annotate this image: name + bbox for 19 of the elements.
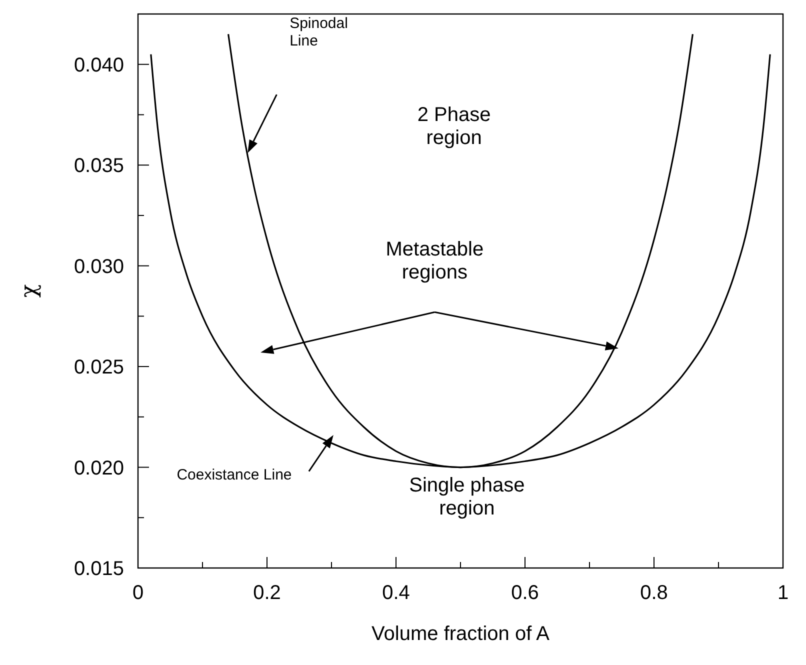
y-tick-label: 0.020 bbox=[74, 457, 124, 480]
annotation: Metastable regions bbox=[386, 238, 484, 284]
x-tick-label: 0.2 bbox=[253, 582, 281, 604]
y-tick-label: 0.040 bbox=[74, 54, 124, 76]
y-axis-title: χ bbox=[17, 284, 42, 298]
annotation: 2 Phase region bbox=[417, 104, 491, 149]
y-tick-label: 0.030 bbox=[74, 256, 124, 278]
y-tick-label: 0.015 bbox=[74, 558, 124, 580]
annotation: Single phase region bbox=[409, 474, 525, 520]
annotation: Coexistance Line bbox=[176, 466, 292, 484]
x-axis-title: Volume fraction of A bbox=[372, 623, 550, 645]
x-tick-label: 0.4 bbox=[382, 582, 410, 604]
x-tick-label: 0.6 bbox=[511, 582, 539, 604]
x-tick-label: 0.8 bbox=[640, 582, 668, 604]
x-tick-label: 0 bbox=[132, 582, 144, 604]
y-tick-label: 0.025 bbox=[74, 356, 124, 379]
x-tick-label: 1 bbox=[777, 582, 789, 604]
y-tick-label: 0.035 bbox=[74, 155, 124, 178]
annotation: Spinodal Line bbox=[290, 15, 348, 50]
